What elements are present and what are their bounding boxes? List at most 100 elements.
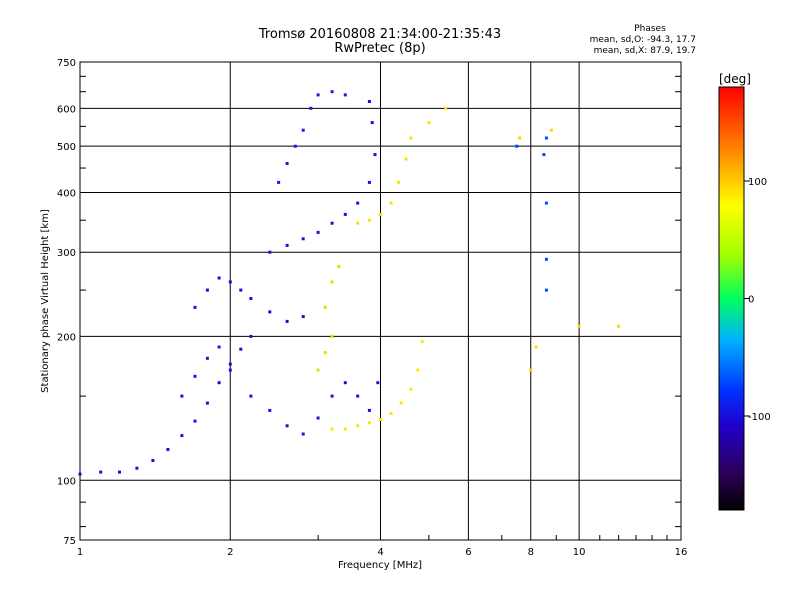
data-point bbox=[544, 257, 548, 261]
data-point bbox=[389, 411, 393, 415]
data-point bbox=[316, 368, 320, 372]
y-tick-label: 750 bbox=[57, 58, 76, 69]
data-point bbox=[373, 153, 377, 157]
data-point bbox=[330, 90, 334, 94]
data-point bbox=[99, 470, 103, 474]
data-point bbox=[316, 416, 320, 420]
data-point bbox=[542, 153, 546, 157]
colorbar-ticks: 100 0 -100 bbox=[744, 177, 771, 423]
data-point bbox=[205, 356, 209, 360]
y-tick-label: 75 bbox=[63, 536, 76, 547]
y-tick-label: 600 bbox=[57, 104, 76, 115]
grid-lines bbox=[80, 62, 681, 540]
data-point bbox=[301, 128, 305, 132]
data-points bbox=[78, 90, 621, 476]
y-tick-label: 400 bbox=[57, 188, 76, 199]
data-point bbox=[323, 351, 327, 355]
data-point bbox=[268, 310, 272, 314]
colorbar bbox=[718, 86, 745, 511]
data-point bbox=[356, 221, 360, 225]
data-point bbox=[309, 106, 313, 110]
data-point bbox=[285, 243, 289, 247]
data-point bbox=[515, 144, 519, 148]
stats-line-x: mean, sd,X: 87.9, 19.7 bbox=[594, 46, 696, 56]
data-point bbox=[343, 427, 347, 431]
data-point bbox=[239, 288, 243, 292]
data-point bbox=[343, 93, 347, 97]
data-point bbox=[217, 345, 221, 349]
data-point bbox=[544, 136, 548, 140]
data-point bbox=[367, 218, 371, 222]
data-point bbox=[376, 381, 380, 385]
data-point bbox=[427, 121, 431, 125]
data-point bbox=[397, 180, 401, 184]
data-point bbox=[293, 144, 297, 148]
data-point bbox=[301, 237, 305, 241]
data-point bbox=[356, 424, 360, 428]
data-point bbox=[193, 419, 197, 423]
stats-line-o: mean, sd,O: -94.3, 17.7 bbox=[590, 35, 696, 45]
data-point bbox=[409, 387, 413, 391]
x-tick-label: 16 bbox=[675, 547, 688, 558]
data-point bbox=[544, 288, 548, 292]
data-point bbox=[301, 315, 305, 319]
data-point bbox=[330, 280, 334, 284]
data-point bbox=[544, 201, 548, 205]
x-tick-label: 8 bbox=[528, 547, 534, 558]
data-point bbox=[343, 212, 347, 216]
y-tick-label: 500 bbox=[57, 142, 76, 153]
data-point bbox=[217, 381, 221, 385]
data-point bbox=[205, 288, 209, 292]
data-point bbox=[166, 448, 170, 451]
data-point bbox=[180, 434, 184, 438]
data-point bbox=[617, 324, 621, 328]
data-point bbox=[379, 212, 382, 216]
data-point bbox=[379, 418, 382, 421]
x-axis-ticks: 1 2 4 6 8 10 16 bbox=[77, 535, 688, 558]
data-point bbox=[285, 424, 289, 428]
data-point bbox=[399, 401, 403, 405]
data-point bbox=[268, 408, 272, 412]
chart-title: Tromsø 20160808 21:34:00-21:35:43 bbox=[258, 27, 501, 42]
stats-heading: Phases bbox=[634, 24, 666, 34]
data-point bbox=[323, 305, 327, 309]
data-point bbox=[180, 394, 184, 398]
data-point bbox=[268, 250, 272, 254]
data-point bbox=[135, 466, 139, 470]
data-point bbox=[285, 319, 289, 323]
data-point bbox=[228, 368, 232, 372]
data-point bbox=[217, 276, 221, 280]
data-point bbox=[367, 421, 371, 425]
x-tick-label: 6 bbox=[465, 547, 471, 558]
data-point bbox=[205, 401, 209, 405]
y-axis-ticks: 75 100 200 300 400 500 600 750 bbox=[57, 58, 681, 547]
data-point bbox=[228, 280, 232, 284]
colorbar-tick-label: 0 bbox=[748, 295, 754, 306]
y-axis-label: Stationary phase Virtual Height [km] bbox=[40, 209, 51, 393]
y-tick-label: 200 bbox=[57, 332, 76, 343]
data-point bbox=[239, 347, 243, 351]
data-point bbox=[249, 394, 253, 398]
x-tick-label: 10 bbox=[573, 547, 586, 558]
data-point bbox=[577, 324, 581, 328]
data-point bbox=[316, 230, 320, 234]
data-point bbox=[444, 106, 448, 110]
x-tick-label: 4 bbox=[377, 547, 383, 558]
data-point bbox=[356, 394, 360, 398]
colorbar-label: [deg] bbox=[719, 72, 751, 86]
data-point bbox=[330, 221, 334, 225]
data-point bbox=[193, 374, 197, 378]
data-point bbox=[356, 201, 360, 205]
data-point bbox=[416, 368, 420, 372]
data-point bbox=[330, 427, 334, 431]
data-point bbox=[330, 334, 334, 338]
data-point bbox=[343, 381, 347, 385]
data-point bbox=[193, 305, 197, 309]
data-point bbox=[78, 472, 82, 476]
chart-subtitle: RwPretec (8p) bbox=[334, 41, 425, 56]
x-axis-label: Frequency [MHz] bbox=[338, 560, 422, 571]
data-point bbox=[549, 128, 553, 132]
data-point bbox=[118, 470, 121, 474]
data-point bbox=[367, 408, 371, 412]
data-point bbox=[228, 362, 232, 366]
